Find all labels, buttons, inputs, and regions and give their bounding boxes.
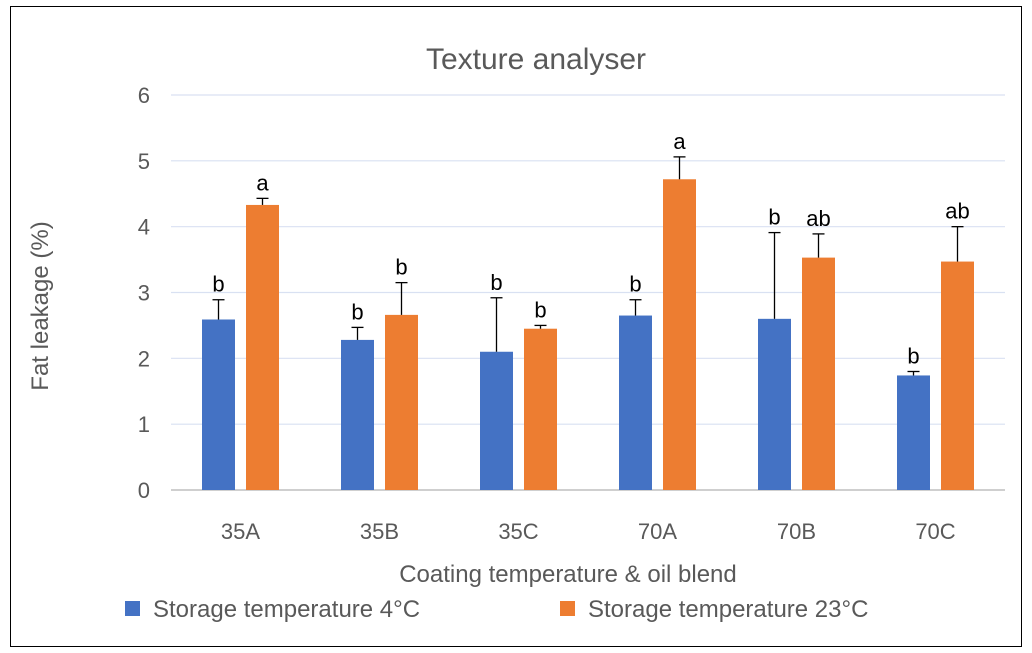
y-axis-label: Fat leakage (%) — [27, 221, 54, 390]
x-tick-label: 70A — [638, 519, 677, 544]
y-tick-label: 0 — [138, 478, 150, 503]
bar — [941, 261, 974, 490]
x-tick-label: 70B — [777, 519, 816, 544]
y-tick-label: 4 — [138, 215, 150, 240]
legend: Storage temperature 4°C Storage temperatu… — [125, 596, 868, 623]
significance-label: b — [534, 297, 546, 322]
x-tick-label: 35C — [498, 519, 538, 544]
significance-label: b — [629, 272, 641, 297]
legend-label: Storage temperature 23°C — [588, 596, 868, 623]
y-tick-label: 2 — [138, 346, 150, 371]
significance-label: b — [490, 270, 502, 295]
legend-swatch — [125, 601, 140, 616]
significance-label: b — [768, 205, 780, 230]
bar — [663, 179, 696, 490]
x-tick-label: 70C — [915, 519, 955, 544]
bar — [758, 318, 791, 490]
y-tick-label: 1 — [138, 412, 150, 437]
significance-label: b — [907, 344, 919, 369]
x-axis-ticks: 35A 35B 35C 70A 70B 70C — [221, 519, 956, 544]
chart-frame — [10, 6, 1022, 647]
y-axis-ticks: 0 1 2 3 4 5 6 — [138, 83, 150, 503]
bar — [619, 315, 652, 490]
bar — [341, 339, 374, 490]
legend-label: Storage temperature 4°C — [153, 596, 420, 623]
significance-label: ab — [945, 199, 969, 224]
gridlines — [171, 94, 1005, 491]
bar — [246, 204, 279, 491]
y-tick-label: 5 — [138, 149, 150, 174]
bar — [385, 314, 418, 490]
y-tick-label: 3 — [138, 281, 150, 306]
significance-label: a — [673, 129, 686, 154]
significance-label: b — [351, 299, 363, 324]
significance-label: b — [212, 272, 224, 297]
bar — [202, 319, 235, 490]
significance-label: a — [256, 170, 269, 195]
legend-swatch — [560, 601, 575, 616]
bar — [524, 328, 557, 490]
chart-title: Texture analyser — [426, 43, 646, 76]
significance-label: ab — [806, 206, 830, 231]
x-tick-label: 35B — [360, 519, 399, 544]
y-tick-label: 6 — [138, 83, 150, 108]
bar — [802, 257, 835, 490]
bar — [480, 351, 513, 490]
x-axis-label: Coating temperature & oil blend — [399, 561, 737, 588]
significance-label: b — [395, 255, 407, 280]
bar — [897, 375, 930, 490]
x-tick-label: 35A — [221, 519, 260, 544]
